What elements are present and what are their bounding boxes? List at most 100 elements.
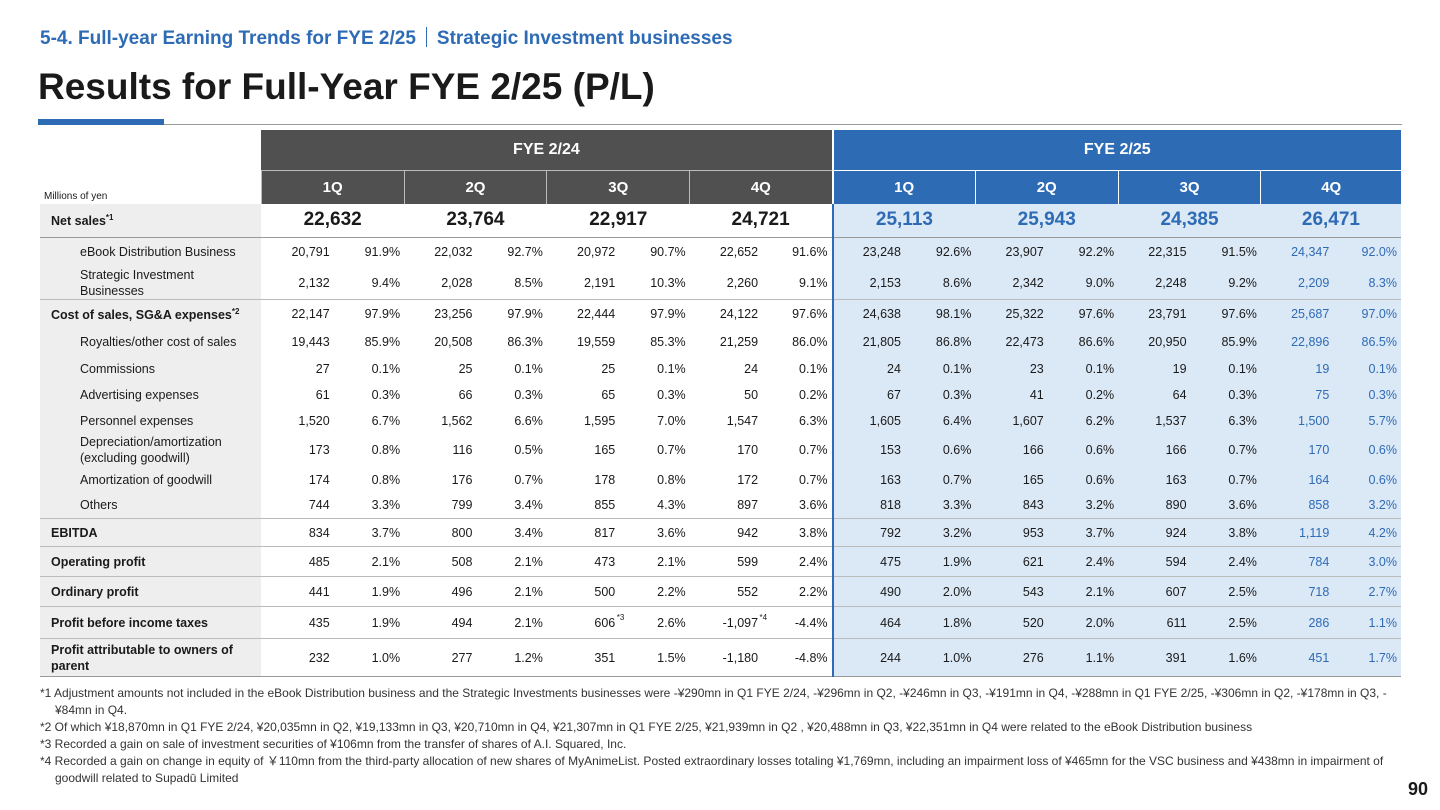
value-number: 22,652 (719, 245, 759, 260)
percent-cell: 9.0% (1047, 267, 1119, 300)
value-number: 1,119 (1298, 525, 1330, 540)
value-number: 391 (1165, 650, 1187, 665)
value-number: 2,191 (583, 276, 616, 290)
value-cell: 24 (690, 356, 762, 382)
value-text: 599 (737, 555, 758, 569)
value-text: 27 (316, 362, 330, 376)
value-cell: 61 (261, 382, 333, 408)
value-text: 1,119 (1299, 526, 1329, 540)
percent-cell: 0.8% (657, 472, 686, 487)
value-cell: 1,595 (547, 408, 619, 434)
value-text: 23 (1030, 362, 1044, 376)
value-text: 20,972 (577, 245, 615, 259)
percent-cell: 85.3% (650, 335, 686, 349)
percent-cell: 0.6% (1047, 433, 1119, 467)
value-text: 232 (309, 651, 330, 665)
value-cell: 599 (689, 546, 763, 577)
value-cell: 1,537 (1118, 407, 1191, 434)
value-cell: 451 (1260, 638, 1334, 677)
value-cell: 485 (261, 546, 334, 577)
row-label-text: Depreciation/amortization (excluding goo… (80, 435, 222, 465)
percent-cell: 0.6% (1333, 466, 1401, 493)
value-text: 1,537 (1155, 414, 1186, 428)
value-cell: 351 (546, 638, 620, 677)
value-number: 441 (308, 584, 330, 599)
percent-cell: 1.1% (1333, 606, 1401, 639)
net-sales-value: 22,632 (261, 204, 405, 238)
value-number: 276 (1022, 650, 1044, 665)
value-cell: 475 (831, 546, 905, 577)
value-text: 1,562 (441, 414, 472, 428)
value-number: 843 (1022, 498, 1044, 513)
value-number: 25 (601, 361, 616, 376)
value-text: 799 (452, 498, 473, 512)
value-cell: 172 (690, 467, 762, 493)
value-text: 800 (452, 526, 473, 540)
value-number: 23,791 (1148, 307, 1187, 322)
percent-cell: 92.7% (507, 245, 543, 260)
value-text: 277 (452, 651, 473, 665)
value-number: 24,122 (719, 307, 759, 322)
value-cell: 897 (690, 493, 762, 519)
value-cell: 464 (831, 606, 905, 639)
table-row: EBITDA 834 3.7% 800 3.4% 817 3.6% 942 3.8% 792 3.2… (40, 518, 1401, 547)
value-number: 942 (737, 525, 759, 540)
percent-cell: 0.2% (1047, 381, 1119, 408)
percent-cell: 2.1% (1047, 576, 1119, 607)
percent-cell: 91.6% (792, 245, 828, 260)
value-cell: 924 (1118, 518, 1191, 547)
value-text: 65 (601, 388, 615, 402)
value-cell: 1,500 (1260, 407, 1334, 434)
percent-cell: 1.8% (904, 606, 976, 639)
value-cell: 22,315 (1118, 237, 1191, 267)
row-label: Depreciation/amortization (excluding goo… (40, 433, 262, 467)
percent-cell: 8.3% (1333, 267, 1401, 300)
value-text: 166 (1166, 443, 1187, 457)
percent-cell: 92.6% (904, 237, 976, 267)
row-label-text: Operating profit (51, 554, 146, 569)
value-cell: 792 (831, 518, 905, 547)
footnotes: *1 Adjustment amounts not included in th… (40, 685, 1400, 787)
percent-cell: 86.0% (792, 335, 828, 349)
value-cell: 799 (404, 493, 476, 519)
value-number: 170 (737, 443, 759, 457)
value-text: 164 (1308, 473, 1329, 487)
value-text: 2,342 (1012, 276, 1043, 290)
value-number: 897 (737, 498, 759, 513)
percent-cell: 9.2% (1190, 267, 1261, 300)
value-number: 22,147 (291, 307, 330, 322)
value-number: 165 (1022, 472, 1044, 487)
value-text: 24,638 (863, 307, 901, 321)
percent-cell: 2.1% (476, 546, 547, 577)
value-number: 19,443 (291, 335, 330, 349)
row-label: Royalties/other cost of sales (40, 328, 262, 356)
value-number: 22,444 (577, 307, 616, 322)
value-text: 391 (1166, 651, 1187, 665)
table-row: Depreciation/amortization (excluding goo… (40, 433, 1401, 467)
row-label-text: Profit before income taxes (51, 615, 208, 630)
value-cell: 170 (1260, 433, 1334, 467)
percent-cell: 0.7% (904, 466, 976, 493)
value-number: 75 (1315, 387, 1330, 402)
value-number: 25,687 (1291, 307, 1330, 322)
value-number: 174 (308, 472, 330, 487)
value-number: 508 (451, 554, 473, 569)
quarter-header: 4Q (1260, 170, 1401, 204)
value-text: 116 (453, 443, 473, 457)
percent-cell: 2.0% (1047, 606, 1119, 639)
section-label: 5-4. Full-year Earning Trends for FYE 2/… (40, 28, 416, 49)
percent-cell: 6.2% (1047, 407, 1119, 434)
value-number: 277 (451, 650, 473, 665)
percent-cell: 0.6% (904, 433, 976, 467)
value-text: 22,896 (1291, 335, 1329, 349)
value-text: 174 (309, 473, 330, 487)
net-sales-value: 24,385 (1118, 204, 1261, 238)
value-cell: 942 (689, 518, 763, 547)
value-cell: 50 (690, 382, 762, 408)
value-text: 23,791 (1148, 307, 1186, 321)
value-text: -1,180 (723, 651, 758, 665)
table-row: Ordinary profit 441 1.9% 496 2.1% 500 2.2% 552 2… (40, 576, 1401, 607)
row-label-text: eBook Distribution Business (80, 245, 236, 260)
value-cell: 607 (1118, 576, 1191, 607)
value-text: 20,791 (291, 245, 329, 259)
